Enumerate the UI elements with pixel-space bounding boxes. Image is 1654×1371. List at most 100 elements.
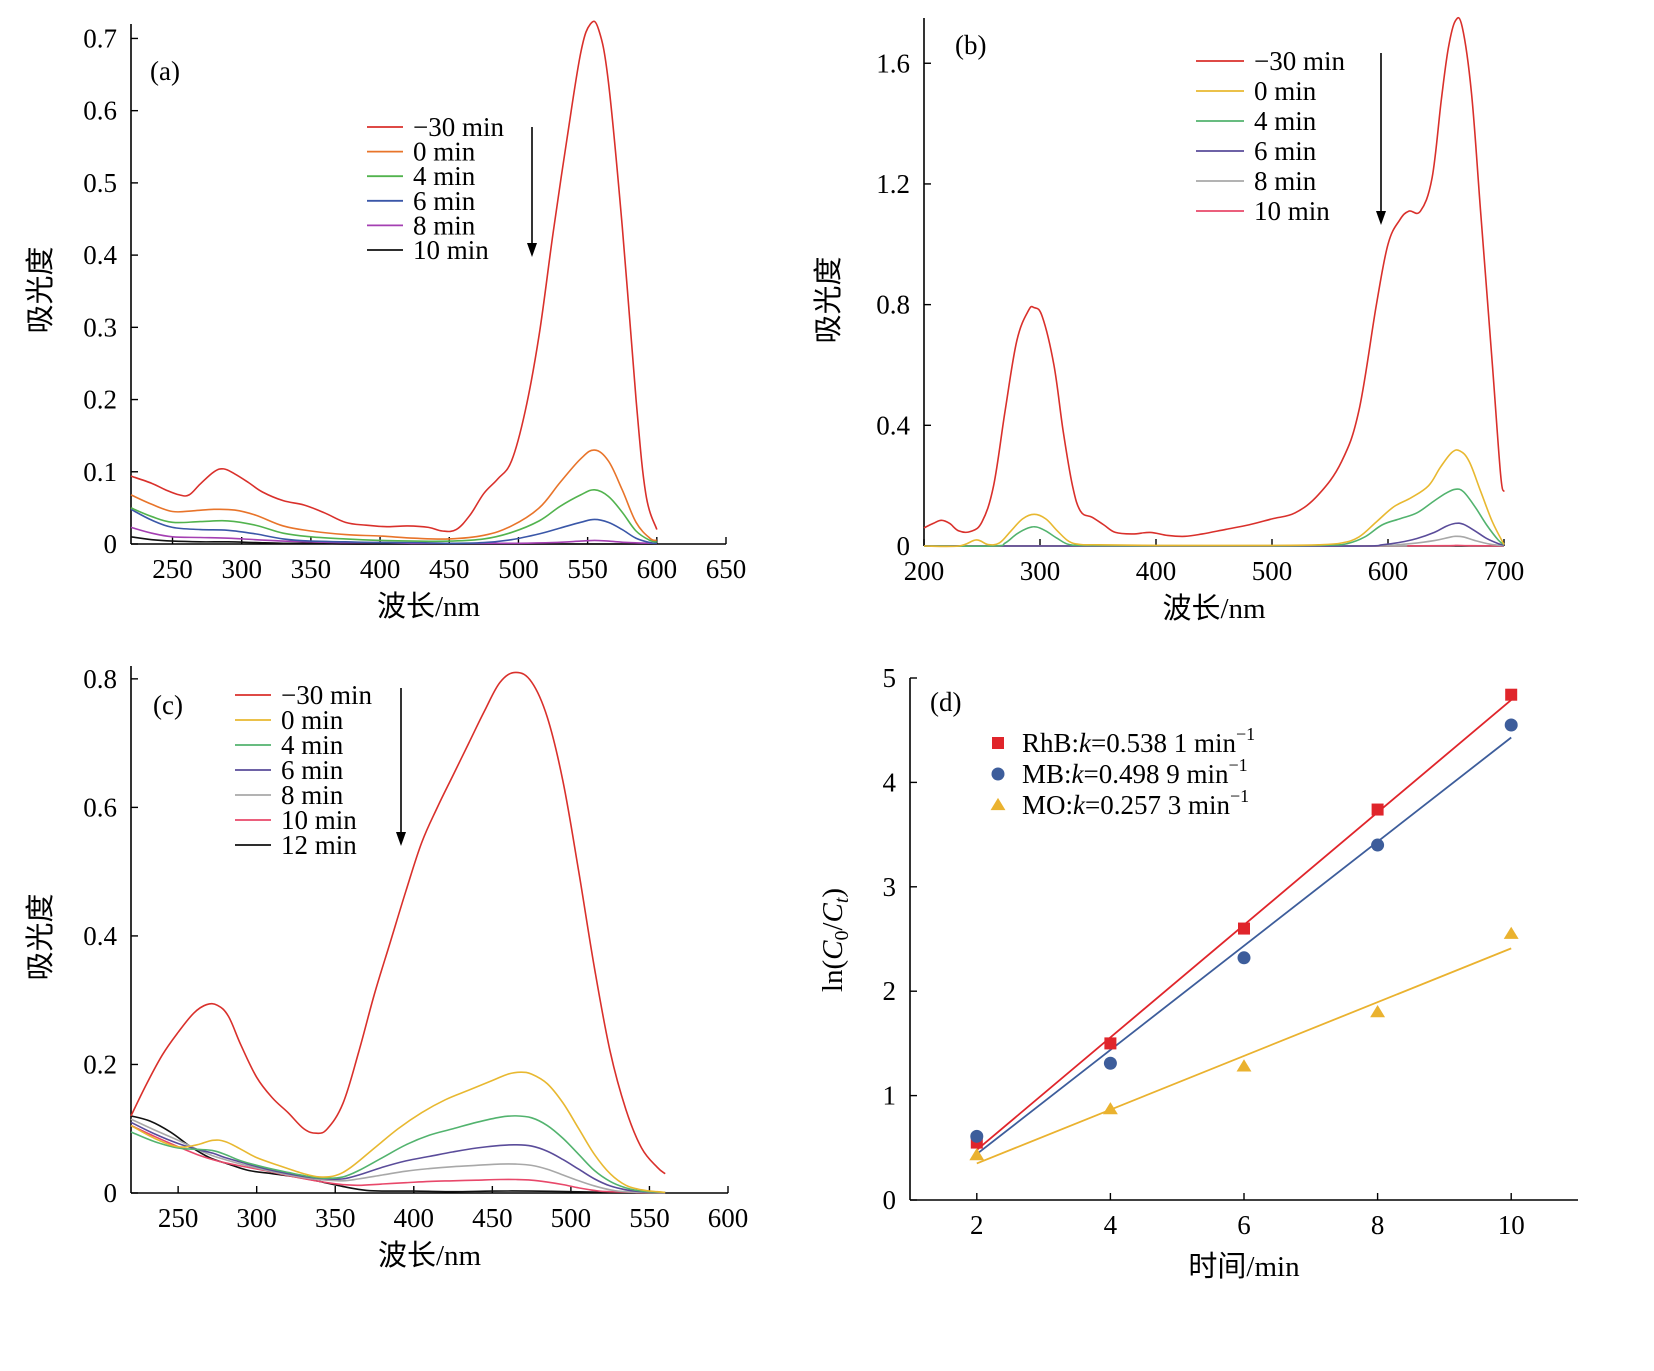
x-axis-label: 波长/nm — [377, 590, 481, 623]
series-line — [130, 20, 658, 533]
legend-item: 12 min — [235, 830, 357, 860]
data-point-circle — [1237, 951, 1251, 965]
legend-label: 8 min — [1254, 166, 1317, 196]
series-line — [130, 1124, 666, 1194]
y-tick-label: 0.4 — [83, 240, 117, 270]
x-tick-label: 250 — [152, 554, 193, 584]
y-tick-label: 5 — [883, 663, 897, 693]
y-axis-label: ln(C0/Ct) — [817, 888, 853, 992]
series-line — [130, 1115, 666, 1194]
data-point-triangle — [990, 797, 1006, 811]
series-line — [130, 671, 666, 1175]
y-tick-label: 1 — [883, 1081, 897, 1111]
axes: 250 300 350 400 450 500 550 600 0 0.2 0.4 0.6 0.8 波长/… — [24, 664, 748, 1272]
legend-label: 6 min — [413, 186, 476, 216]
data-point-circle — [1504, 718, 1518, 732]
x-tick-label: 400 — [1136, 556, 1177, 586]
legend-label: 8 min — [413, 210, 476, 240]
legend-item: 0 min — [367, 137, 476, 167]
y-tick-label: 0.6 — [83, 96, 117, 126]
x-tick-label: 10 — [1498, 1210, 1525, 1240]
panel-b-absorption-chart: 200 300 400 500 600 700 0 0.4 0.8 1.2 1.6 波长/nm 吸光度 (… — [812, 16, 1525, 625]
legend-item: 6 min — [367, 186, 476, 216]
legend-label: −30 min — [1254, 46, 1345, 76]
x-tick-label: 550 — [629, 1203, 670, 1233]
series-line — [923, 449, 1505, 548]
data-point-triangle — [1370, 1005, 1386, 1018]
x-tick-label: 300 — [221, 554, 262, 584]
series-lines — [923, 16, 1505, 548]
legend-item: 10 min — [367, 235, 489, 265]
legend-item: 4 min — [367, 161, 476, 191]
x-tick-label: 450 — [472, 1203, 513, 1233]
y-tick-label: 0.2 — [83, 1049, 117, 1079]
y-tick-label: 0.1 — [83, 457, 117, 487]
y-axis-label: 吸光度 — [24, 246, 57, 333]
x-tick-label: 2 — [970, 1210, 984, 1240]
legend-label: −30 min — [281, 680, 372, 710]
legend-label: 10 min — [413, 235, 489, 265]
x-tick-label: 350 — [291, 554, 332, 584]
legend-item: −30 min — [235, 680, 372, 710]
x-tick-label: 600 — [637, 554, 678, 584]
legend-label: 0 min — [1254, 76, 1317, 106]
legend-label: 0 min — [281, 705, 344, 735]
panel-c-absorption-chart: 250 300 350 400 450 500 550 600 0 0.2 0.4 0.6 0.8 波长/… — [24, 664, 748, 1272]
x-tick-label: 250 — [158, 1203, 199, 1233]
series-line — [130, 1118, 666, 1194]
y-tick-label: 0 — [897, 531, 911, 561]
legend-label: 4 min — [413, 161, 476, 191]
x-axis-label: 波长/nm — [1162, 592, 1266, 625]
legend-label: MO:k=0.257 3 min−1 — [1022, 786, 1249, 820]
legend-label: 6 min — [281, 755, 344, 785]
x-tick-label: 500 — [551, 1203, 592, 1233]
x-tick-label: 300 — [1020, 556, 1061, 586]
series-line — [130, 1071, 666, 1194]
data-point-square — [992, 737, 1004, 749]
legend-item: −30 min — [367, 112, 504, 142]
legend-label: RhB:k=0.538 1 min−1 — [1022, 724, 1255, 758]
legend-label: 4 min — [281, 730, 344, 760]
series-line — [130, 508, 657, 545]
data-point-square — [1238, 922, 1250, 935]
y-axis-label: 吸光度 — [812, 256, 845, 343]
x-axis-label: 时间/min — [1188, 1250, 1300, 1283]
legend-item: −30 min — [1196, 46, 1345, 76]
legend-label: 0 min — [413, 137, 476, 167]
legend-item: 10 min — [235, 805, 357, 835]
y-tick-label: 0.7 — [83, 23, 117, 53]
data-point-square — [1104, 1037, 1117, 1050]
x-tick-label: 600 — [708, 1203, 749, 1233]
legend-item: 0 min — [235, 705, 344, 735]
fit-line — [976, 947, 1512, 1165]
series-lines — [130, 671, 666, 1194]
legend-item: 8 min — [235, 780, 344, 810]
legend-label: MB:k=0.498 9 min−1 — [1022, 755, 1248, 789]
panel-a-absorption-chart: 250 300 350 400 450 500 550 600 650 0 0.1 0.2 0.3 0.4… — [24, 20, 746, 623]
panel-label: (c) — [153, 690, 183, 720]
data-point-square — [1505, 688, 1518, 701]
series-line — [130, 489, 657, 543]
series-line — [130, 1121, 666, 1194]
data-point-triangle — [969, 1148, 985, 1161]
series-lines — [130, 20, 658, 545]
x-tick-label: 4 — [1104, 1210, 1118, 1240]
legend-label: 10 min — [281, 805, 357, 835]
legend-item: 0 min — [1196, 76, 1317, 106]
legend-item: 4 min — [1196, 106, 1317, 136]
fit-line — [976, 736, 1512, 1155]
legend-label: 12 min — [281, 830, 357, 860]
series-line — [130, 449, 658, 542]
y-tick-label: 0 — [883, 1185, 897, 1215]
data-point-triangle — [1503, 926, 1519, 939]
series-line — [923, 16, 1505, 538]
x-axis-label: 波长/nm — [378, 1239, 482, 1272]
x-tick-label: 700 — [1484, 556, 1525, 586]
x-tick-label: 6 — [1237, 1210, 1251, 1240]
y-tick-label: 0.2 — [83, 385, 117, 415]
data-point-circle — [970, 1129, 984, 1143]
y-tick-label: 0.5 — [83, 168, 117, 198]
